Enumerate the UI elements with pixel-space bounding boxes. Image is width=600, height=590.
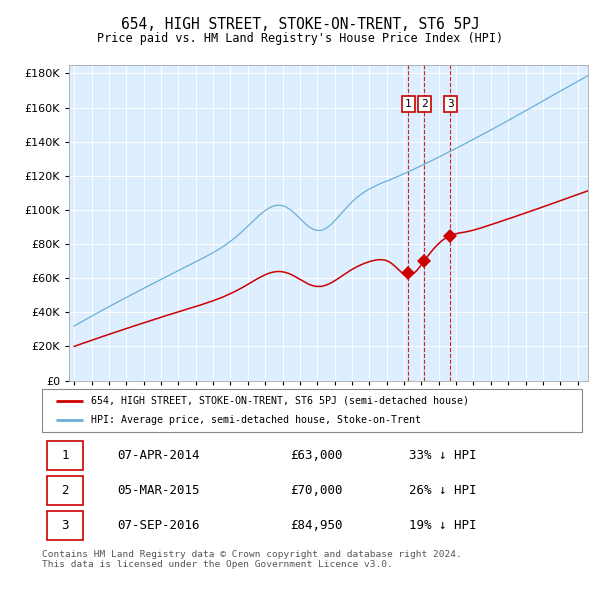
- Text: 1: 1: [405, 99, 412, 109]
- Text: £63,000: £63,000: [290, 449, 343, 462]
- Text: 3: 3: [447, 99, 454, 109]
- Text: Contains HM Land Registry data © Crown copyright and database right 2024.
This d: Contains HM Land Registry data © Crown c…: [42, 550, 462, 569]
- Text: 1: 1: [61, 449, 69, 462]
- Text: 654, HIGH STREET, STOKE-ON-TRENT, ST6 5PJ (semi-detached house): 654, HIGH STREET, STOKE-ON-TRENT, ST6 5P…: [91, 396, 469, 406]
- Text: 654, HIGH STREET, STOKE-ON-TRENT, ST6 5PJ: 654, HIGH STREET, STOKE-ON-TRENT, ST6 5P…: [121, 17, 479, 31]
- Text: 26% ↓ HPI: 26% ↓ HPI: [409, 484, 477, 497]
- FancyBboxPatch shape: [47, 441, 83, 470]
- Text: £70,000: £70,000: [290, 484, 343, 497]
- FancyBboxPatch shape: [47, 476, 83, 506]
- Text: 2: 2: [61, 484, 69, 497]
- Text: 05-MAR-2015: 05-MAR-2015: [118, 484, 200, 497]
- Text: 07-APR-2014: 07-APR-2014: [118, 449, 200, 462]
- Text: £84,950: £84,950: [290, 519, 343, 532]
- Text: Price paid vs. HM Land Registry's House Price Index (HPI): Price paid vs. HM Land Registry's House …: [97, 32, 503, 45]
- Text: 33% ↓ HPI: 33% ↓ HPI: [409, 449, 477, 462]
- Text: 07-SEP-2016: 07-SEP-2016: [118, 519, 200, 532]
- Text: HPI: Average price, semi-detached house, Stoke-on-Trent: HPI: Average price, semi-detached house,…: [91, 415, 421, 425]
- Text: 3: 3: [61, 519, 69, 532]
- Text: 19% ↓ HPI: 19% ↓ HPI: [409, 519, 477, 532]
- Text: 2: 2: [421, 99, 428, 109]
- FancyBboxPatch shape: [47, 511, 83, 540]
- FancyBboxPatch shape: [42, 389, 582, 432]
